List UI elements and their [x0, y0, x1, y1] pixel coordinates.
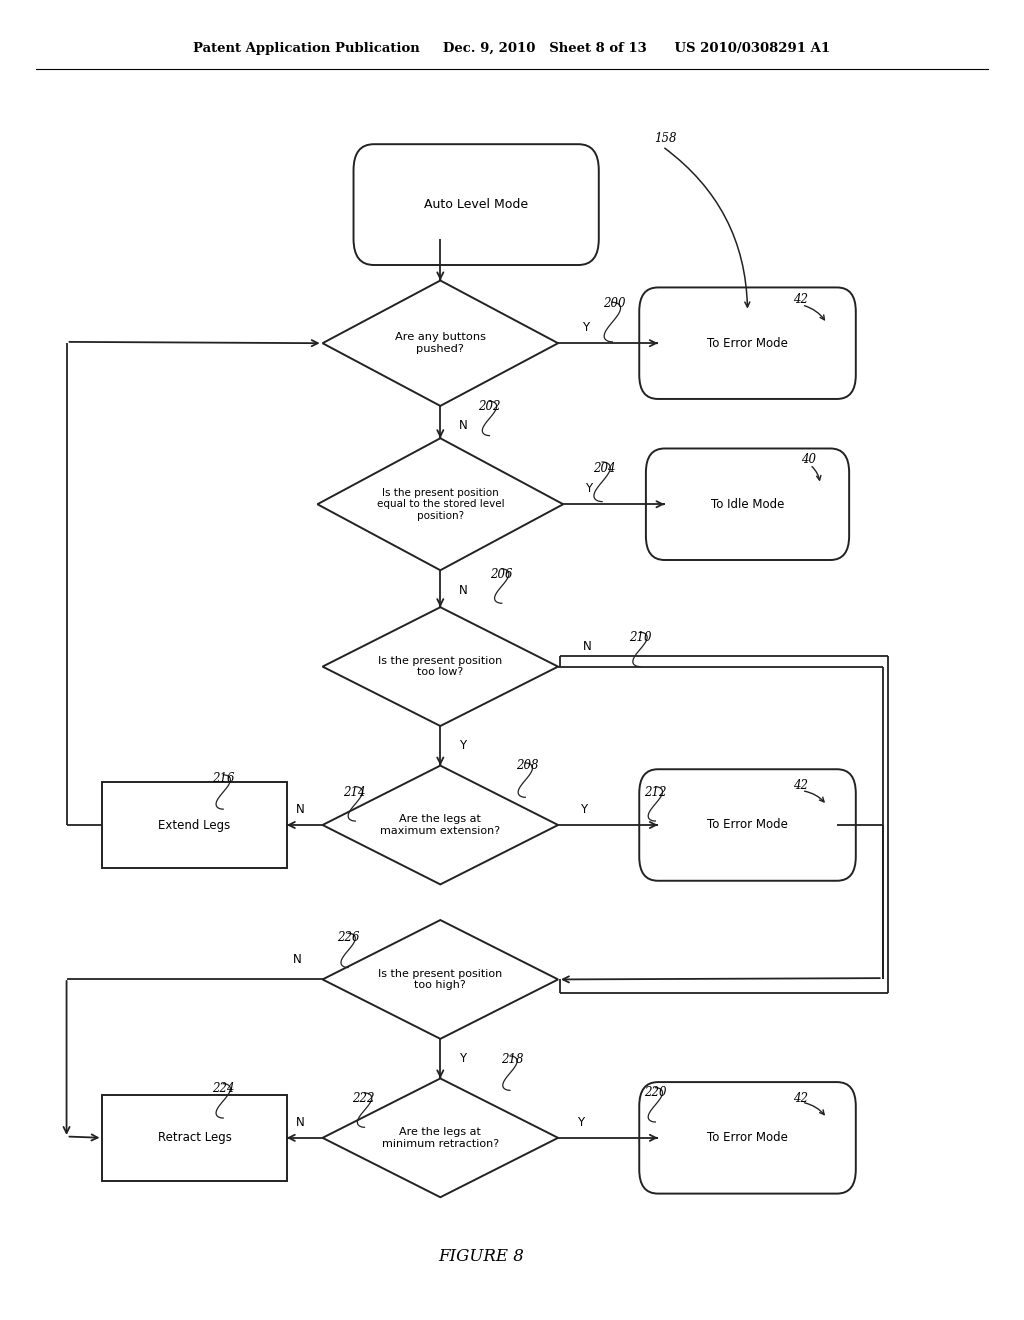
Polygon shape — [323, 920, 558, 1039]
Bar — [102, 1096, 287, 1180]
Text: Is the present position
too low?: Is the present position too low? — [378, 656, 503, 677]
FancyBboxPatch shape — [639, 770, 856, 880]
FancyBboxPatch shape — [639, 1082, 856, 1193]
Text: Y: Y — [460, 739, 466, 752]
Text: Patent Application Publication     Dec. 9, 2010   Sheet 8 of 13      US 2010/030: Patent Application Publication Dec. 9, 2… — [194, 42, 830, 55]
Text: 216: 216 — [212, 772, 234, 785]
Text: 158: 158 — [654, 132, 677, 145]
Text: N: N — [296, 1115, 304, 1129]
Polygon shape — [323, 766, 558, 884]
Text: Is the present position
too high?: Is the present position too high? — [378, 969, 503, 990]
Text: Are the legs at
minimum retraction?: Are the legs at minimum retraction? — [382, 1127, 499, 1148]
Text: 214: 214 — [343, 785, 366, 799]
Text: Y: Y — [578, 1115, 584, 1129]
Text: 200: 200 — [603, 297, 626, 310]
Text: Y: Y — [586, 482, 592, 495]
Text: Y: Y — [583, 321, 589, 334]
Text: Is the present position
equal to the stored level
position?: Is the present position equal to the sto… — [377, 487, 504, 521]
Text: 226: 226 — [337, 931, 359, 944]
Text: Are any buttons
pushed?: Are any buttons pushed? — [395, 333, 485, 354]
Text: N: N — [296, 803, 304, 816]
Polygon shape — [323, 607, 558, 726]
Text: To Idle Mode: To Idle Mode — [711, 498, 784, 511]
Text: 220: 220 — [644, 1086, 667, 1100]
Text: 210: 210 — [629, 631, 651, 644]
Text: Auto Level Mode: Auto Level Mode — [424, 198, 528, 211]
Polygon shape — [323, 1078, 558, 1197]
Bar — [102, 781, 287, 869]
Text: 204: 204 — [593, 462, 615, 475]
Text: 202: 202 — [478, 400, 501, 413]
Text: 222: 222 — [352, 1092, 375, 1105]
Text: 42: 42 — [794, 293, 808, 306]
FancyBboxPatch shape — [353, 144, 599, 265]
Polygon shape — [323, 281, 558, 407]
Text: N: N — [293, 953, 301, 966]
Text: Extend Legs: Extend Legs — [159, 818, 230, 832]
Text: 40: 40 — [802, 453, 816, 466]
Text: 212: 212 — [644, 785, 667, 799]
Polygon shape — [317, 438, 563, 570]
Text: Are the legs at
maximum extension?: Are the legs at maximum extension? — [380, 814, 501, 836]
Text: 42: 42 — [794, 1092, 808, 1105]
Text: To Error Mode: To Error Mode — [708, 1131, 787, 1144]
Text: FIGURE 8: FIGURE 8 — [438, 1249, 524, 1265]
Text: To Error Mode: To Error Mode — [708, 337, 787, 350]
Text: 224: 224 — [212, 1082, 234, 1096]
Text: N: N — [459, 583, 467, 597]
FancyBboxPatch shape — [646, 449, 849, 560]
Text: Y: Y — [460, 1052, 466, 1065]
Text: N: N — [459, 420, 467, 432]
Text: Y: Y — [581, 803, 587, 816]
Text: 218: 218 — [501, 1053, 523, 1067]
FancyBboxPatch shape — [639, 288, 856, 399]
Text: 42: 42 — [794, 779, 808, 792]
Text: To Error Mode: To Error Mode — [708, 818, 787, 832]
Text: 206: 206 — [490, 568, 513, 581]
Text: Retract Legs: Retract Legs — [158, 1131, 231, 1144]
Text: 208: 208 — [516, 759, 539, 772]
Text: N: N — [583, 640, 591, 653]
